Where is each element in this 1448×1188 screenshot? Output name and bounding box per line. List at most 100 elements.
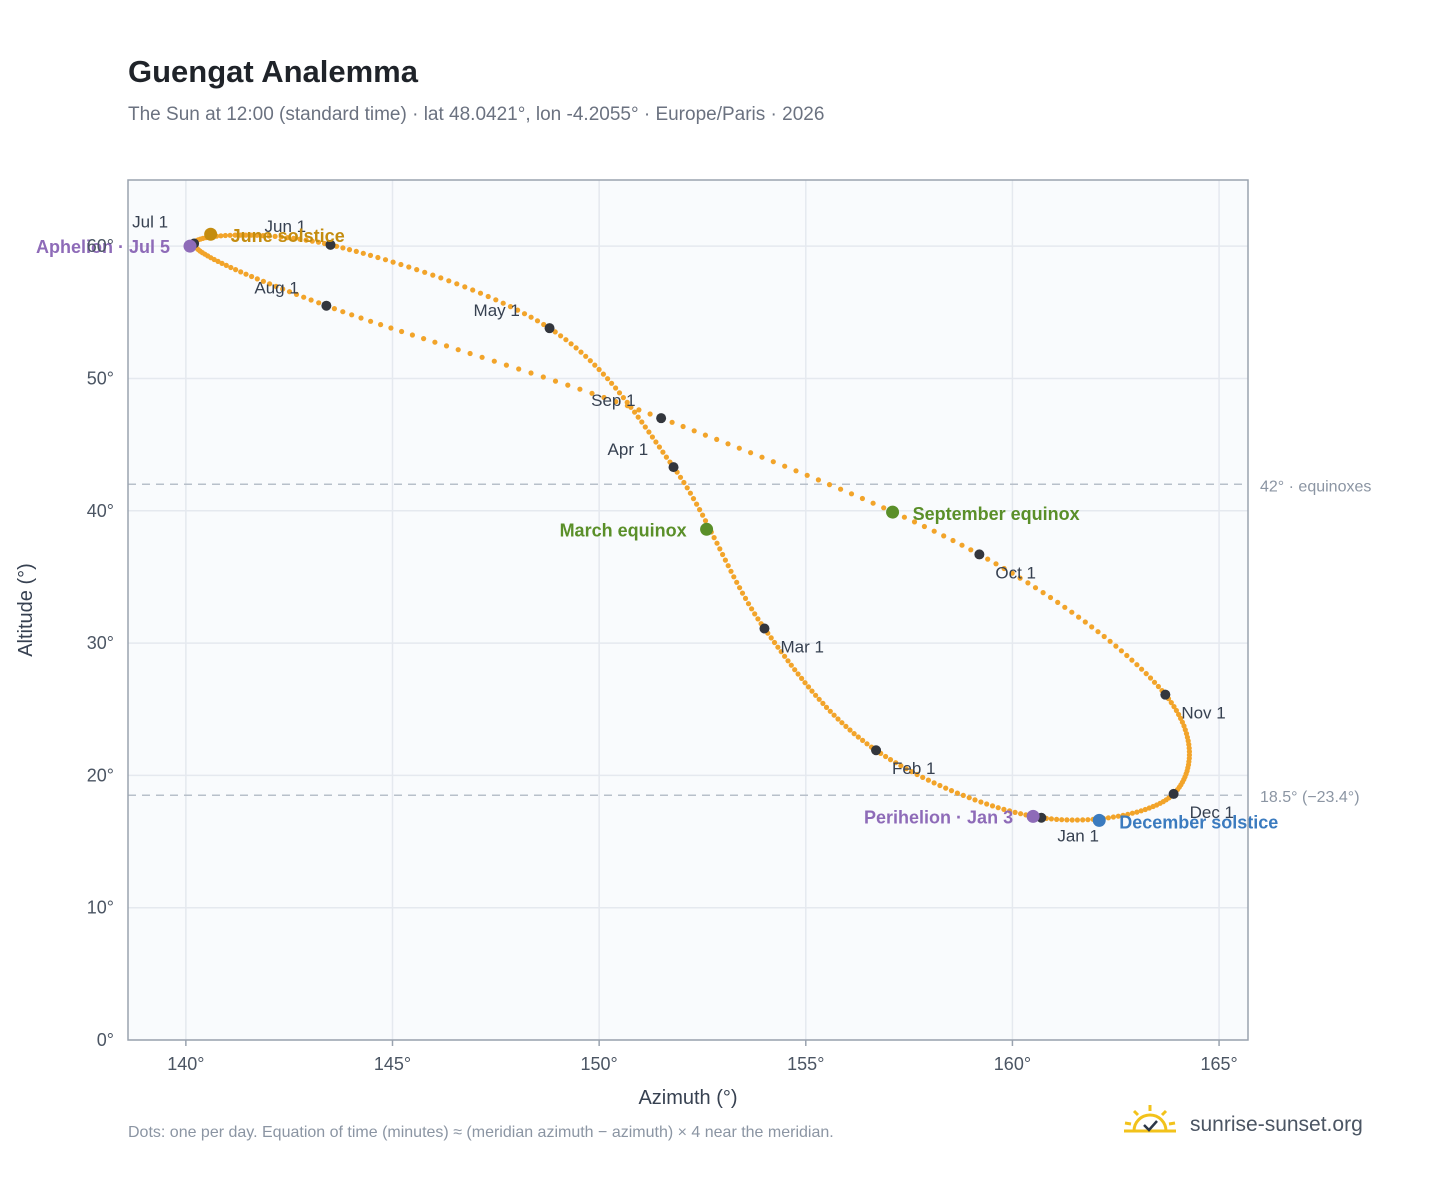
daily-dot (587, 358, 593, 364)
daily-dot (989, 803, 996, 809)
daily-dot (260, 278, 266, 284)
daily-dot (1007, 808, 1013, 814)
daily-dot (636, 407, 642, 413)
daily-dot (624, 403, 631, 409)
daily-dot (243, 232, 249, 238)
daily-dot (966, 795, 972, 801)
daily-dot (799, 675, 805, 682)
reference-line-label: 42° · equinoxes (1260, 478, 1371, 495)
daily-dot (838, 486, 844, 492)
daily-dot (219, 260, 225, 266)
daily-dot (238, 269, 244, 275)
daily-dot (663, 454, 670, 460)
daily-dot (577, 386, 583, 392)
event-label: June solstice (231, 226, 345, 246)
daily-dot (755, 616, 761, 622)
daily-dot (316, 300, 322, 306)
daily-dot (215, 258, 221, 264)
month-dot (1168, 788, 1179, 799)
daily-dot (573, 345, 579, 351)
daily-dot (714, 436, 720, 442)
daily-dot (479, 354, 485, 360)
daily-dot (694, 501, 700, 507)
daily-dot (1076, 614, 1082, 620)
daily-dot (903, 766, 909, 772)
daily-dot (493, 297, 499, 303)
daily-dot (1110, 814, 1116, 820)
daily-dot (503, 362, 509, 368)
daily-dot (941, 533, 947, 539)
daily-dot (959, 542, 965, 548)
daily-dot (1113, 643, 1119, 649)
daily-dot (228, 264, 234, 271)
daily-dot (639, 419, 645, 425)
daily-dot (360, 250, 366, 256)
daily-dot (1171, 704, 1177, 710)
daily-dot (609, 380, 615, 386)
plot-frame (127, 179, 1249, 1041)
daily-dot (388, 325, 394, 331)
daily-dot (340, 309, 346, 315)
daily-dot (737, 585, 743, 591)
daily-dot (1082, 619, 1088, 625)
daily-dot (286, 289, 293, 295)
daily-dot (827, 708, 833, 714)
daily-dot (883, 753, 889, 760)
event-dot (1092, 813, 1106, 827)
daily-dot (237, 232, 243, 238)
daily-dot (697, 507, 703, 513)
daily-dot (260, 233, 266, 239)
daily-dot (793, 468, 799, 474)
daily-dot (702, 518, 709, 524)
daily-dot (1168, 700, 1174, 706)
daily-dot (1009, 570, 1015, 576)
daily-dot (931, 780, 937, 786)
daily-dot (1095, 629, 1101, 635)
x-axis-label: Azimuth (°) (638, 1087, 737, 1109)
daily-dot (1062, 604, 1068, 610)
daily-dot (446, 278, 452, 284)
daily-dot (1055, 599, 1061, 606)
daily-dot (931, 528, 937, 534)
daily-dot (1118, 648, 1124, 654)
month-label: Jul 1 (132, 213, 168, 232)
daily-dot (700, 512, 706, 518)
daily-dot (303, 237, 309, 243)
chart-subtitle: The Sun at 12:00 (standard time) · lat 4… (128, 104, 825, 125)
daily-dot (843, 723, 849, 730)
daily-dot (346, 247, 353, 253)
daily-dot (491, 358, 497, 364)
daily-dot (978, 799, 984, 805)
plot-background (128, 180, 1248, 1040)
month-dot (871, 745, 882, 756)
daily-dot (1001, 565, 1007, 572)
daily-dot (568, 341, 574, 347)
daily-dot (308, 297, 314, 303)
daily-dot (1107, 638, 1113, 644)
daily-dot (297, 236, 303, 242)
daily-dot (399, 328, 405, 335)
event-label: December solstice (1119, 812, 1278, 832)
daily-dot (349, 312, 355, 318)
month-dot (325, 239, 336, 250)
daily-dot (972, 797, 978, 803)
daily-dot (1047, 594, 1054, 601)
daily-dot (254, 276, 260, 282)
daily-dot (222, 232, 228, 239)
daily-dot (993, 561, 999, 567)
daily-dot (720, 551, 726, 558)
daily-dot (438, 275, 444, 281)
daily-dot (1134, 662, 1140, 668)
month-dot (656, 413, 667, 424)
daily-dot (1040, 590, 1046, 596)
brand[interactable]: sunrise-sunset.org (1122, 1103, 1422, 1147)
daily-dot (248, 232, 254, 238)
month-dot (974, 549, 985, 560)
month-label: Dec 1 (1190, 803, 1234, 822)
daily-dot (731, 574, 737, 580)
y-tick-label: 20° (87, 765, 114, 785)
daily-dot (1138, 808, 1144, 814)
daily-dot (454, 281, 460, 287)
daily-dot (677, 474, 684, 480)
daily-dot (507, 304, 514, 310)
